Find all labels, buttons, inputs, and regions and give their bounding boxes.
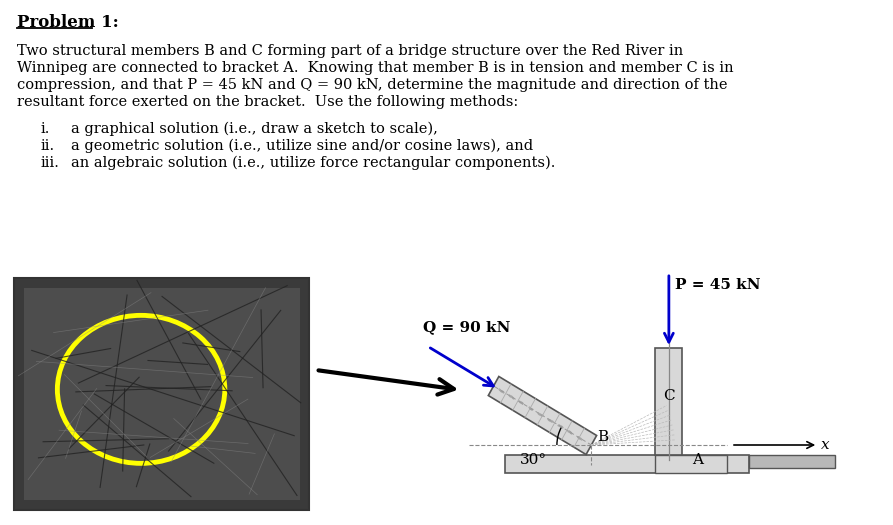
Text: ii.: ii. xyxy=(40,139,54,153)
Text: iii.: iii. xyxy=(40,156,59,170)
Text: 30°: 30° xyxy=(520,453,547,467)
Bar xyxy=(655,455,727,473)
Bar xyxy=(505,455,749,473)
Text: i.: i. xyxy=(40,122,50,136)
Text: a graphical solution (i.e., draw a sketch to scale),: a graphical solution (i.e., draw a sketc… xyxy=(71,122,438,136)
Text: Q = 90 kN: Q = 90 kN xyxy=(423,320,511,334)
Polygon shape xyxy=(488,376,597,455)
Text: Problem 1:: Problem 1: xyxy=(17,14,119,31)
Text: P = 45 kN: P = 45 kN xyxy=(674,278,760,292)
Text: compression, and that P = 45 kN and Q = 90 kN, determine the magnitude and direc: compression, and that P = 45 kN and Q = … xyxy=(17,78,728,92)
Bar xyxy=(749,455,835,468)
Text: C: C xyxy=(663,389,675,403)
Bar xyxy=(655,348,682,455)
Text: B: B xyxy=(597,430,608,444)
Text: x: x xyxy=(821,438,830,452)
Text: Two structural members B and C forming part of a bridge structure over the Red R: Two structural members B and C forming p… xyxy=(17,44,683,58)
Bar xyxy=(24,288,299,500)
Text: A: A xyxy=(692,453,703,467)
Text: resultant force exerted on the bracket.  Use the following methods:: resultant force exerted on the bracket. … xyxy=(17,95,519,109)
Text: Winnipeg are connected to bracket A.  Knowing that member B is in tension and me: Winnipeg are connected to bracket A. Kno… xyxy=(17,61,734,75)
Text: a geometric solution (i.e., utilize sine and/or cosine laws), and: a geometric solution (i.e., utilize sine… xyxy=(71,139,533,153)
Text: an algebraic solution (i.e., utilize force rectangular components).: an algebraic solution (i.e., utilize for… xyxy=(71,156,555,171)
Bar xyxy=(14,278,309,510)
